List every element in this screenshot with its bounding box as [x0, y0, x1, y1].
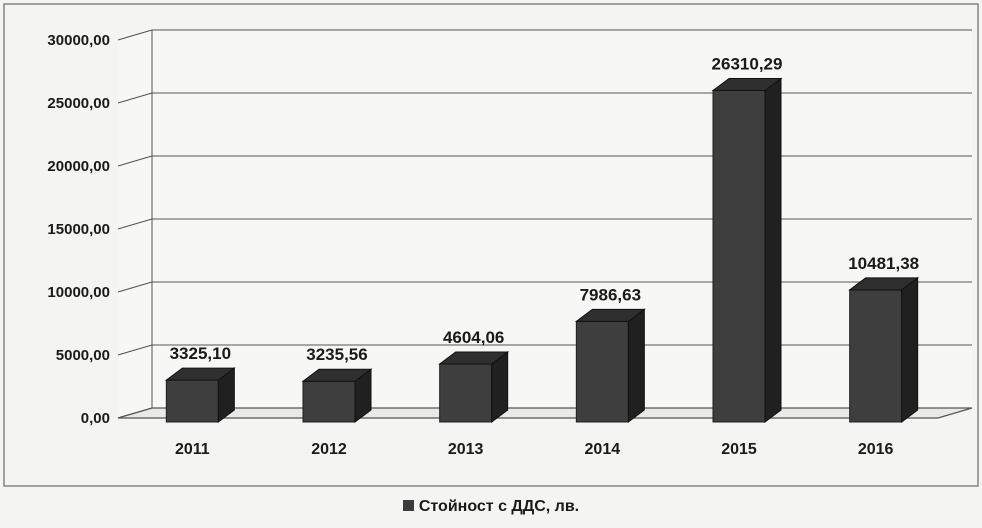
x-tick-label-2011: 2011: [175, 441, 210, 458]
bar-chart: 0,00 5000,00 10000,00 15000,00 20000,00 25000…: [3, 3, 979, 487]
data-label-2012: 3235,56: [306, 345, 367, 364]
gridline-side: [117, 29, 153, 41]
y-tick-label: 30000,00: [47, 32, 110, 49]
data-label-2014: 7986,63: [580, 285, 641, 304]
data-label-2013: 4604,06: [443, 328, 504, 347]
bar-2012: [302, 380, 356, 423]
gridline-side: [117, 155, 153, 167]
y-tick-label: 20000,00: [47, 158, 110, 175]
bar-top-2012: [301, 368, 373, 382]
data-label-2011: 3325,10: [170, 344, 231, 363]
bar-side-2015: [764, 77, 782, 423]
bar-2016: [849, 289, 903, 423]
plot-floor: [117, 407, 973, 419]
legend-label: Стойност с ДДС, лв.: [418, 498, 580, 515]
y-tick-label: 0,00: [81, 410, 110, 427]
bar-2014: [575, 320, 629, 423]
bar-top-2015: [711, 77, 783, 91]
bar-2015: [712, 89, 766, 423]
x-tick-label-2012: 2012: [311, 441, 347, 458]
gridline-side: [117, 344, 153, 356]
bar-top-2011: [164, 367, 236, 381]
data-label-2016: 10481,38: [848, 254, 919, 273]
y-tick-label: 15000,00: [47, 221, 110, 238]
bar-2011: [165, 379, 219, 423]
bar-2013: [439, 363, 493, 423]
x-tick-label-2013: 2013: [448, 441, 484, 458]
bar-top-2014: [574, 308, 646, 322]
chart-frame: [3, 3, 979, 487]
plot-back-wall: [118, 30, 972, 418]
legend: Стойност с ДДС, лв.: [0, 498, 982, 516]
gridline-side: [117, 218, 153, 230]
y-tick-label: 10000,00: [47, 284, 110, 301]
data-label-2015: 26310,29: [712, 54, 783, 73]
bar-top-2016: [848, 277, 920, 291]
x-tick-label-2015: 2015: [721, 441, 757, 458]
x-tick-label-2016: 2016: [858, 441, 894, 458]
x-tick-label-2014: 2014: [585, 441, 621, 458]
gridline-side: [117, 92, 153, 104]
gridline-side: [117, 281, 153, 293]
bar-side-2016: [901, 276, 919, 423]
bar-top-2013: [438, 351, 510, 365]
bar-side-2014: [627, 308, 645, 423]
y-tick-label: 5000,00: [56, 347, 110, 364]
gridline-side: [117, 407, 153, 419]
y-tick-label: 25000,00: [47, 95, 110, 112]
legend-swatch: [402, 500, 414, 512]
